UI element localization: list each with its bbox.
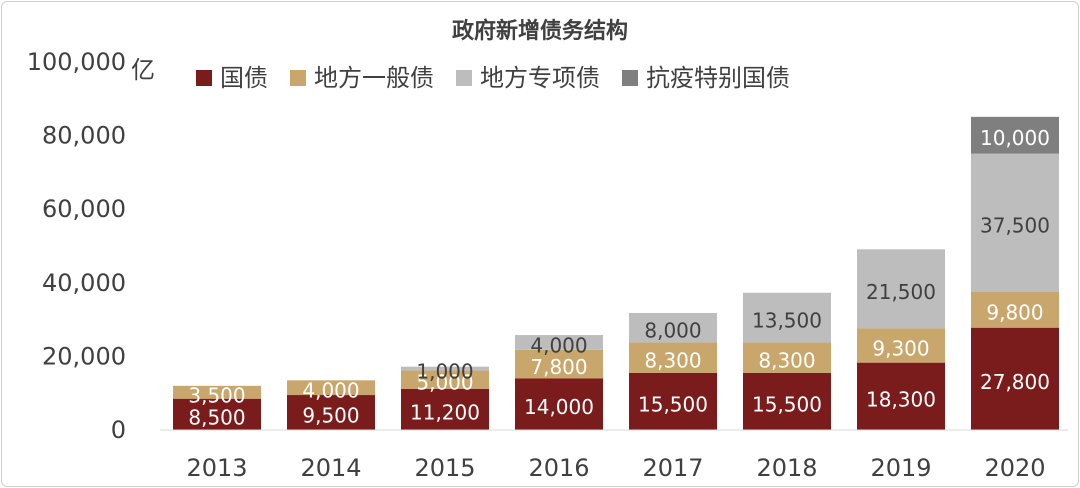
data-label: 27,800 xyxy=(980,370,1050,394)
legend-item: 地方专项债 xyxy=(456,64,600,92)
bar-segment xyxy=(173,398,261,430)
bar-segment xyxy=(173,385,261,399)
x-tick-label: 2016 xyxy=(528,454,589,482)
bar-segment xyxy=(515,335,603,350)
legend-item: 抗疫特别国债 xyxy=(622,64,790,92)
y-tick-label: 60,000 xyxy=(42,195,126,223)
data-label: 5,000 xyxy=(416,371,473,395)
data-label: 1,000 xyxy=(416,360,473,384)
legend-swatch xyxy=(196,70,212,86)
data-labels: 8,5003,5009,5004,00011,2005,0001,00014,0… xyxy=(188,126,1050,429)
x-tick-label: 2018 xyxy=(756,454,817,482)
data-label: 7,800 xyxy=(530,355,587,379)
data-label: 15,500 xyxy=(638,392,708,416)
data-label: 10,000 xyxy=(980,126,1050,150)
legend-item: 国债 xyxy=(196,64,268,92)
bar-segment xyxy=(287,395,375,430)
data-label: 13,500 xyxy=(752,309,822,333)
x-tick-label: 2019 xyxy=(870,454,931,482)
y-tick-label: 100,000 xyxy=(27,48,126,76)
y-tick-label: 80,000 xyxy=(42,122,126,150)
legend-label: 国债 xyxy=(220,64,268,92)
data-label: 21,500 xyxy=(866,280,936,304)
data-label: 14,000 xyxy=(524,395,594,419)
x-axis: 2013 2014 2015 2016 2017 2018 2019 2020 xyxy=(160,429,1068,482)
legend-label: 地方一般债 xyxy=(314,64,434,92)
y-axis: 0 20,000 40,000 60,000 80,000 100,000 亿 xyxy=(27,48,155,444)
legend-item: 地方一般债 xyxy=(290,64,434,92)
x-tick-label: 2013 xyxy=(186,454,247,482)
bar-segment xyxy=(857,328,945,363)
bar-segment xyxy=(857,362,945,430)
bar-segment xyxy=(971,327,1059,430)
data-label: 9,800 xyxy=(986,301,1043,325)
data-label: 11,200 xyxy=(410,400,480,424)
x-tick-label: 2015 xyxy=(414,454,475,482)
bar-segment xyxy=(629,312,717,343)
bar-segment xyxy=(629,342,717,373)
bar-segment xyxy=(515,378,603,430)
bar-segment xyxy=(971,153,1059,292)
bar-segment xyxy=(287,380,375,396)
bar-segment xyxy=(629,372,717,430)
data-label: 9,500 xyxy=(302,404,359,428)
bar-segment xyxy=(401,366,489,371)
data-label: 9,300 xyxy=(872,337,929,361)
legend-swatch xyxy=(622,70,638,86)
y-tick-label: 0 xyxy=(111,416,126,444)
legend-swatch xyxy=(456,70,472,86)
x-tick-label: 2017 xyxy=(642,454,703,482)
legend-label: 地方专项债 xyxy=(480,64,600,92)
legend: 国债 地方一般债 地方专项债 抗疫特别国债 xyxy=(196,64,790,92)
data-label: 3,500 xyxy=(188,383,245,407)
bar-segment xyxy=(743,372,831,430)
data-label: 18,300 xyxy=(866,387,936,411)
x-tick-label: 2020 xyxy=(984,454,1045,482)
data-label: 37,500 xyxy=(980,214,1050,238)
x-tick-label: 2014 xyxy=(300,454,361,482)
bar-segment xyxy=(401,370,489,389)
data-label: 15,500 xyxy=(752,392,822,416)
bar-segment xyxy=(971,116,1059,154)
data-label: 8,000 xyxy=(644,319,701,343)
bars xyxy=(173,116,1059,430)
legend-swatch xyxy=(290,70,306,86)
y-unit-label: 亿 xyxy=(131,56,155,84)
data-label: 8,500 xyxy=(188,405,245,429)
bar-segment xyxy=(515,349,603,379)
y-tick-label: 40,000 xyxy=(42,269,126,297)
chart-title: 政府新增债务结构 xyxy=(452,18,628,44)
bar-segment xyxy=(971,291,1059,328)
y-tick-label: 20,000 xyxy=(42,342,126,370)
legend-label: 抗疫特别国债 xyxy=(646,64,790,92)
data-label: 8,300 xyxy=(758,349,815,373)
data-label: 4,000 xyxy=(302,379,359,403)
data-label: 4,000 xyxy=(530,333,587,357)
bar-segment xyxy=(743,292,831,343)
data-label: 8,300 xyxy=(644,349,701,373)
bar-segment xyxy=(857,249,945,329)
bar-segment xyxy=(401,388,489,430)
bar-segment xyxy=(743,342,831,373)
